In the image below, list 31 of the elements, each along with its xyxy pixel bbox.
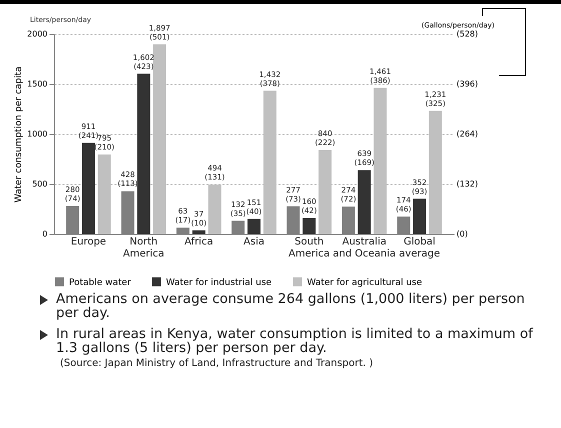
bar bbox=[413, 198, 426, 234]
y-axis-title: Water consumption per capita bbox=[14, 66, 24, 203]
x-tick-label: South America bbox=[288, 236, 330, 260]
text: (Source: Japan Ministry of Land, Infrastructure and Transport. ) bbox=[59, 357, 374, 371]
y-tick-label: 1500 bbox=[27, 80, 48, 88]
x-tick-label: Europe bbox=[70, 236, 106, 248]
x-tick-label: Australia and Oceania bbox=[332, 236, 396, 260]
y2-tick-label: (396) bbox=[456, 80, 478, 88]
x-tick-label: Africa bbox=[184, 236, 214, 248]
x-tick-label: Asia bbox=[244, 236, 264, 248]
y-tick-label: 0 bbox=[42, 230, 48, 238]
bar bbox=[82, 142, 95, 234]
legend-label: Water for industrial use bbox=[166, 278, 272, 288]
text: Americans on average consume 264 gallons (1,000 liters) per person per day. bbox=[55, 291, 526, 321]
bar bbox=[137, 74, 150, 234]
bar bbox=[302, 218, 316, 234]
y-tick-label: 500 bbox=[32, 180, 48, 188]
legend-label: Water for agricultural use bbox=[307, 278, 422, 288]
x-tick-label: Global average bbox=[399, 236, 440, 260]
y-tick-label: 1000 bbox=[27, 130, 48, 138]
y2-tick-label: (264) bbox=[456, 130, 478, 138]
y2-tick-label: (132) bbox=[456, 180, 478, 188]
bar bbox=[248, 218, 260, 234]
legend-label: Potable water bbox=[69, 278, 132, 288]
bar bbox=[192, 230, 206, 234]
text: In rural areas in Kenya, water consumption is limited to a maximum of 1.3 gallons (5 liters) per person per day. bbox=[55, 326, 534, 356]
y2-tick-label: (528) bbox=[456, 30, 478, 38]
bar bbox=[358, 170, 371, 234]
x-tick-label: North America bbox=[123, 236, 164, 260]
y2-tick-label: (0) bbox=[456, 230, 468, 238]
y-tick-label: 2000 bbox=[27, 30, 48, 38]
